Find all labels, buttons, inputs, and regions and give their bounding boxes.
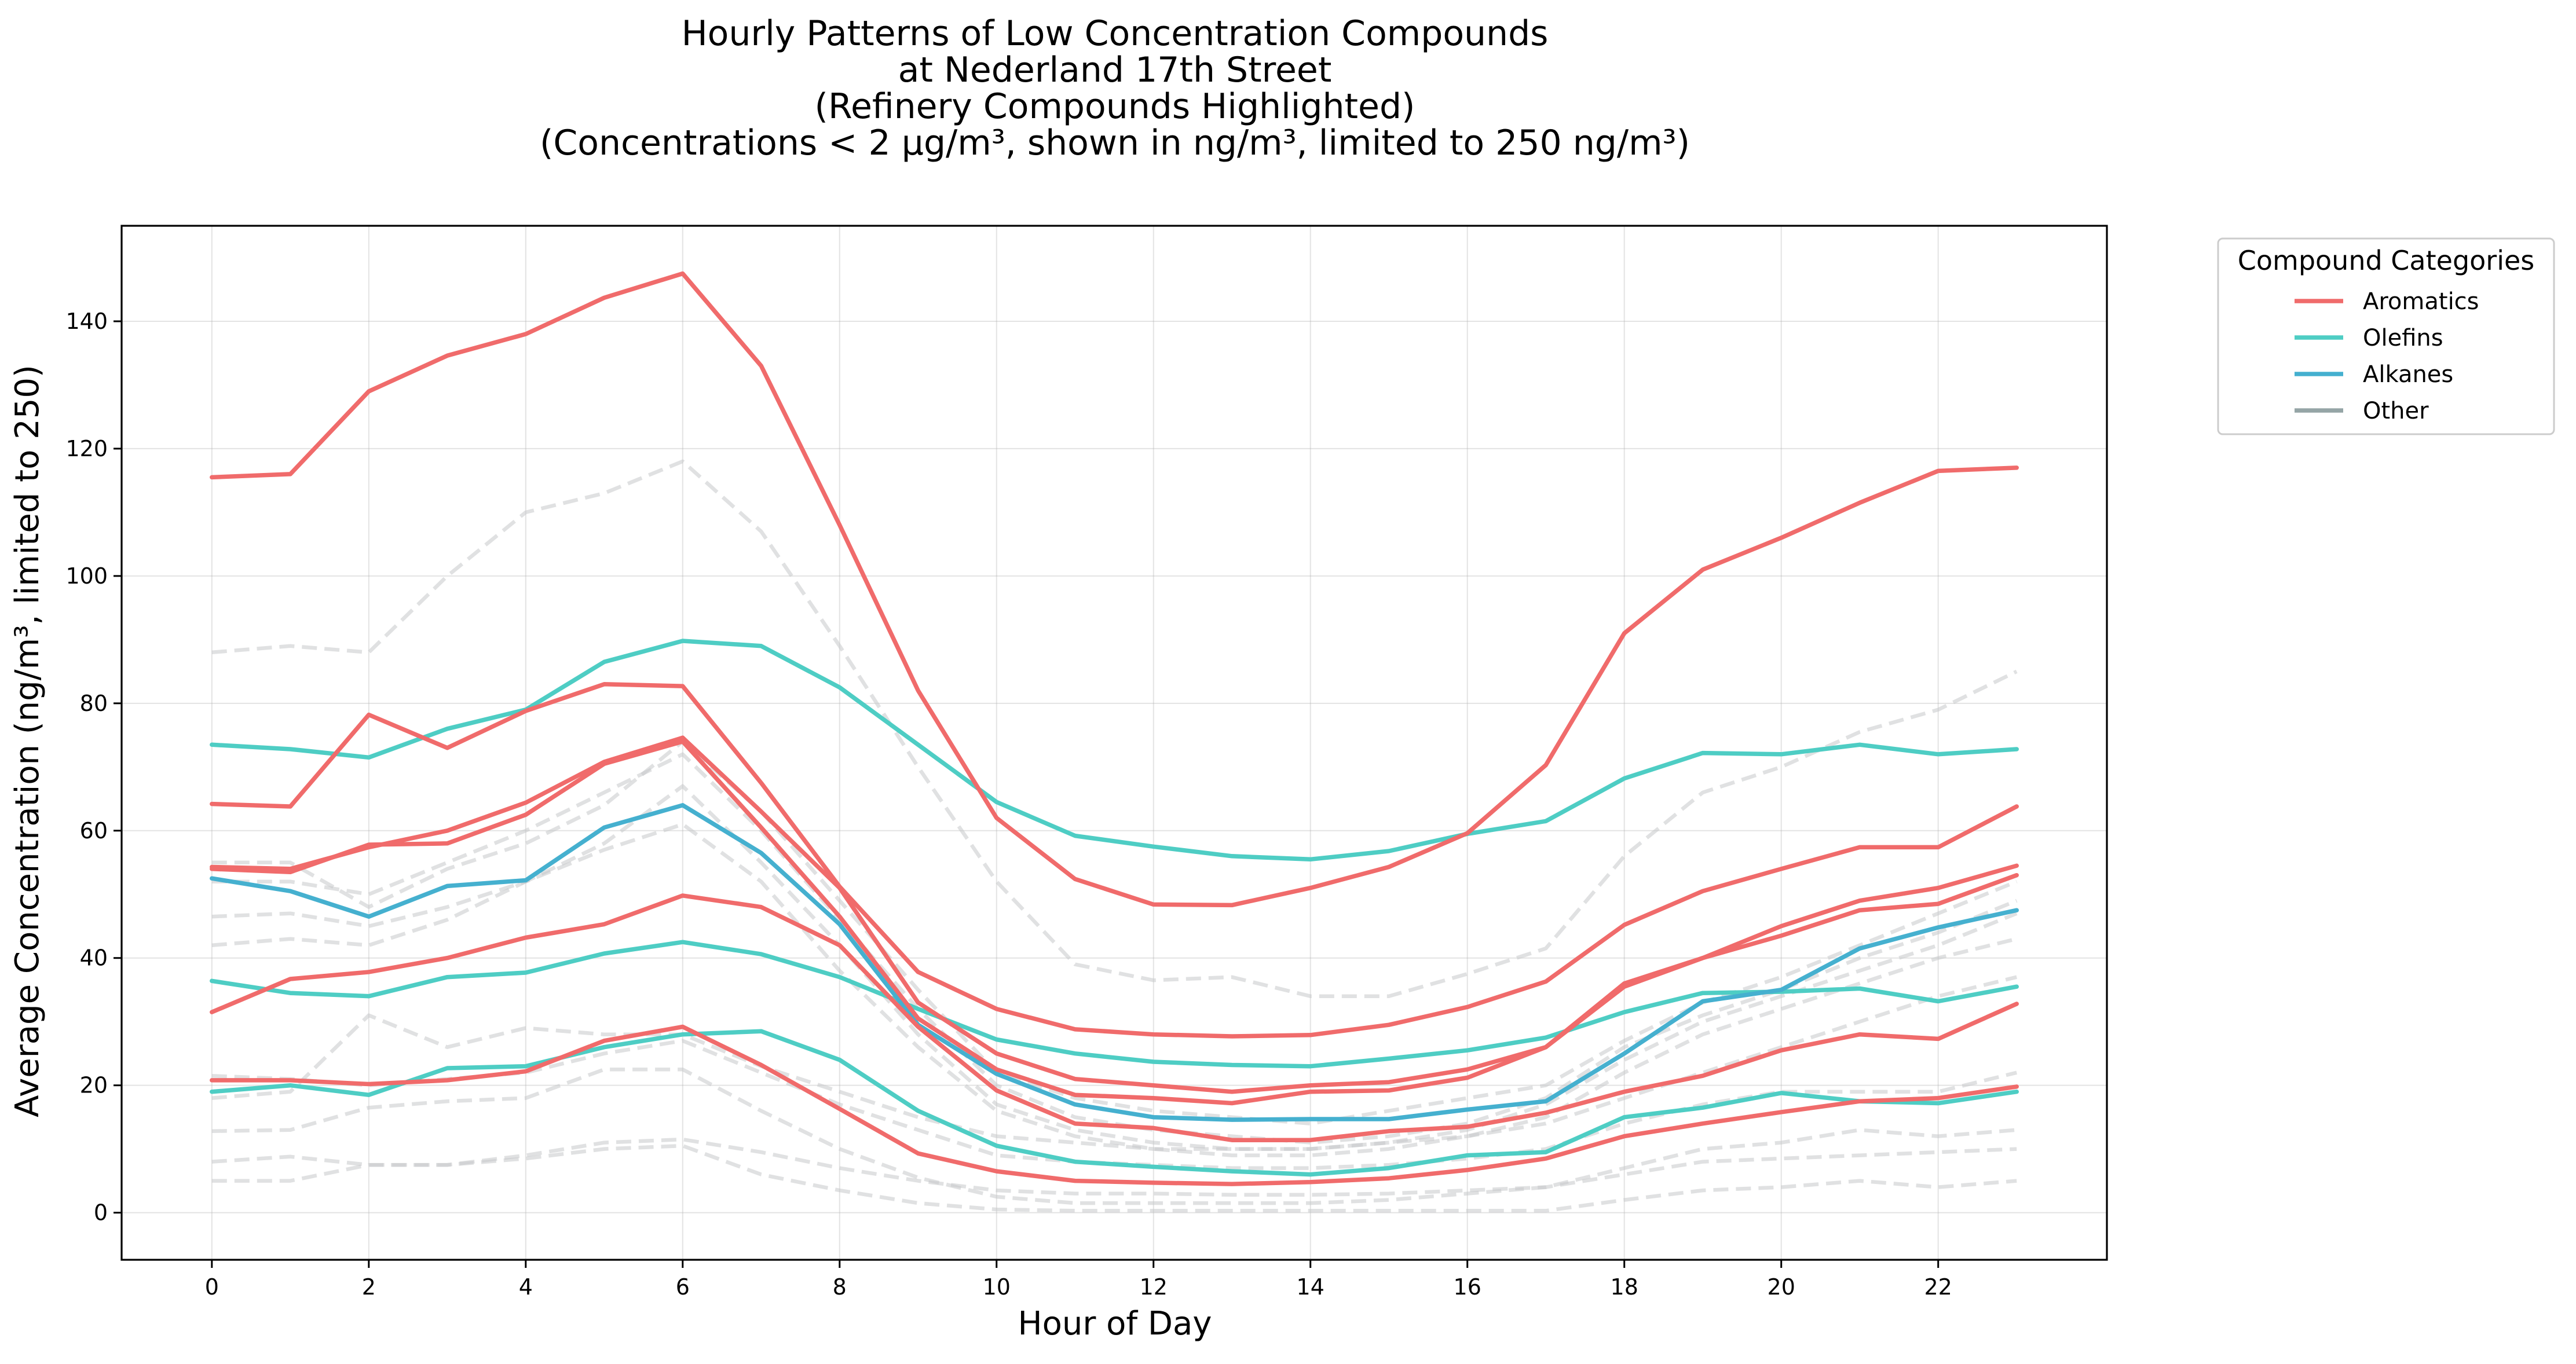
x-tick-label: 6	[676, 1274, 690, 1300]
series-line-aromatics-18	[210, 893, 2019, 1142]
y-axis-ticks: 0 20 40 60 80 100 120 140	[65, 309, 122, 1226]
chart-title-line: Hourly Patterns of Low Concentration Com…	[682, 13, 1549, 54]
y-tick-label: 100	[65, 563, 108, 589]
series-line-other-4	[211, 822, 2017, 1157]
x-axis-label: Hour of Day	[1018, 1305, 1212, 1343]
series-line-aromatics-17	[210, 739, 2019, 1106]
series-line-other-7	[211, 1067, 2017, 1205]
legend-label-other: Other	[2363, 398, 2429, 424]
axes-frame	[120, 225, 2108, 1261]
x-tick-label: 10	[983, 1274, 1011, 1300]
series-lines	[210, 271, 2019, 1213]
legend-label-olefins: Olefins	[2363, 325, 2443, 351]
series-line-other-1	[211, 739, 2018, 1125]
chart-title: Hourly Patterns of Low Concentration Com…	[540, 13, 1690, 163]
y-tick-label: 120	[65, 436, 108, 461]
series-line-aromatics-15	[210, 682, 2019, 1039]
series-line-aromatics-19	[210, 1024, 2019, 1186]
x-tick-label: 12	[1140, 1274, 1168, 1300]
x-tick-label: 0	[205, 1274, 219, 1300]
series-line-other-0	[211, 459, 2018, 998]
y-tick-label: 60	[80, 818, 108, 844]
legend-title: Compound Categories	[2238, 245, 2535, 276]
y-tick-label: 140	[65, 309, 108, 334]
chart-title-line: (Concentrations < 2 µg/m³, shown in ng/m…	[540, 123, 1690, 163]
y-tick-label: 40	[80, 945, 108, 971]
legend: Compound Categories Aromatics Olefins Alkan…	[2217, 237, 2555, 435]
x-tick-label: 2	[362, 1274, 376, 1300]
series-line-other-5	[211, 975, 2017, 1151]
y-tick-label: 20	[80, 1073, 108, 1098]
series-line-other-9	[211, 1143, 2017, 1213]
series-line-other-3	[211, 784, 2018, 1151]
legend-label-aromatics: Aromatics	[2363, 288, 2479, 315]
chart-title-line: at Nederland 17th Street	[898, 50, 1332, 90]
legend-box	[2217, 237, 2555, 435]
x-tick-label: 20	[1768, 1274, 1795, 1300]
x-tick-label: 16	[1454, 1274, 1481, 1300]
series-line-alkanes-13	[210, 803, 2019, 1122]
x-axis-ticks: 0 2 4 6 8 10 12 14 16 18 20 22	[205, 1260, 1952, 1300]
series-line-olefins-10	[210, 639, 2019, 862]
x-tick-label: 22	[1924, 1274, 1952, 1300]
x-tick-label: 18	[1611, 1274, 1638, 1300]
x-tick-label: 14	[1297, 1274, 1324, 1300]
legend-label-alkanes: Alkanes	[2363, 361, 2453, 388]
y-tick-label: 80	[80, 691, 108, 716]
series-line-aromatics-14	[210, 271, 2019, 908]
chart-title-line: (Refinery Compounds Highlighted)	[815, 86, 1415, 127]
x-tick-label: 4	[519, 1274, 533, 1300]
series-line-other-8	[211, 1137, 2017, 1197]
series-line-olefins-11	[210, 940, 2019, 1069]
y-axis-label: Average Concentration (ng/m³, limited to…	[9, 365, 46, 1117]
series-line-olefins-12	[210, 1029, 2019, 1177]
x-tick-label: 8	[833, 1274, 847, 1300]
y-tick-label: 0	[94, 1200, 108, 1226]
